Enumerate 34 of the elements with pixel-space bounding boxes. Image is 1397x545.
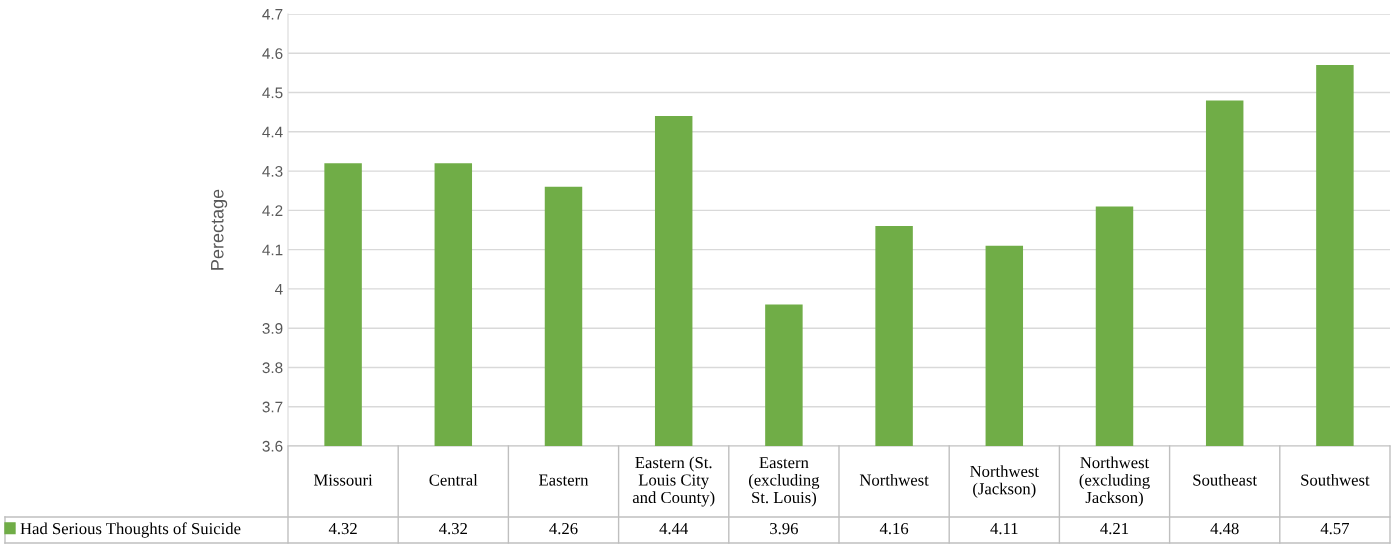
- data-label: 4.32: [328, 522, 357, 535]
- x-tick-label: Eastern (St. Louis City and County): [632, 456, 715, 507]
- y-tick-label: 4.3: [262, 165, 283, 177]
- legend-label: Had Serious Thoughts of Suicide: [20, 522, 241, 538]
- x-tick-label: Central: [429, 473, 478, 486]
- x-tick-label: Eastern (excluding St. Louis): [748, 457, 820, 507]
- data-label: 4.57: [1320, 523, 1349, 535]
- x-tick-label: Eastern: [538, 474, 589, 486]
- y-tick-label: 4.6: [262, 48, 283, 59]
- data-label: 4.21: [1100, 522, 1129, 535]
- y-tick-label: 4.4: [262, 126, 283, 138]
- data-label: 4.44: [659, 523, 689, 535]
- y-tick-label: 3.6: [262, 440, 283, 452]
- x-tick-label: Southwest: [1301, 473, 1370, 486]
- x-tick-label: Southeast: [1193, 473, 1258, 486]
- x-tick-label: Northwest: [859, 473, 929, 486]
- y-tick-label: 4.1: [262, 244, 283, 256]
- y-tick-label: 4.2: [262, 205, 283, 216]
- y-tick-label: 3.9: [262, 323, 283, 334]
- data-label: 4.32: [439, 522, 467, 535]
- y-tick-label: 4.7: [262, 9, 283, 20]
- x-tick-label: Northwest (excluding Jackson): [1079, 456, 1150, 507]
- data-label: 3.96: [770, 522, 798, 535]
- data-label: 4.11: [990, 523, 1018, 535]
- data-label: 4.48: [1210, 522, 1239, 535]
- data-label: 4.26: [549, 522, 578, 535]
- data-label: 4.16: [879, 522, 909, 535]
- y-tick-label: 4.5: [262, 87, 283, 99]
- x-tick-label: Missouri: [313, 474, 373, 486]
- y-tick-label: 4: [274, 283, 283, 295]
- y-tick-label: 3.8: [262, 362, 283, 374]
- y-axis-title: Perectage: [211, 189, 228, 270]
- y-tick-label: 3.7: [262, 401, 283, 413]
- x-tick-label: Northwest (Jackson): [970, 465, 1039, 498]
